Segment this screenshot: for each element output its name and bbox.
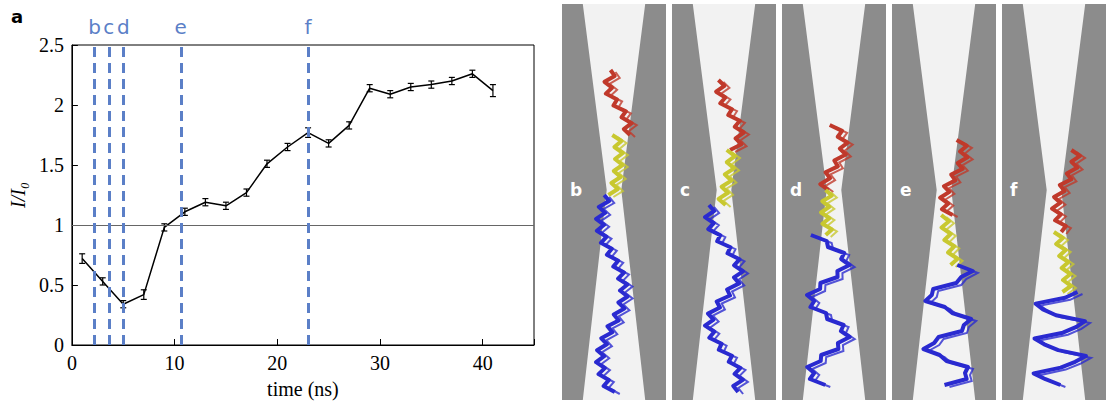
svg-text:20: 20 bbox=[267, 352, 287, 374]
svg-text:1.5: 1.5 bbox=[39, 154, 64, 176]
svg-text:e: e bbox=[900, 180, 912, 200]
svg-text:10: 10 bbox=[165, 352, 185, 374]
svg-text:c: c bbox=[103, 15, 114, 39]
svg-text:d: d bbox=[790, 180, 802, 200]
svg-text:40: 40 bbox=[473, 352, 493, 374]
svg-text:time (ns): time (ns) bbox=[267, 378, 339, 401]
svg-text:b: b bbox=[570, 180, 582, 200]
svg-text:2: 2 bbox=[54, 94, 64, 116]
svg-text:0: 0 bbox=[67, 352, 77, 374]
svg-text:2.5: 2.5 bbox=[39, 34, 64, 56]
svg-text:f: f bbox=[305, 15, 313, 39]
svg-text:b: b bbox=[88, 15, 101, 39]
svg-text:I/I₀: I/I₀ bbox=[7, 182, 29, 209]
svg-text:1: 1 bbox=[54, 214, 64, 236]
svg-text:f: f bbox=[1010, 180, 1018, 200]
svg-text:a: a bbox=[11, 6, 23, 27]
svg-text:0: 0 bbox=[54, 334, 64, 356]
svg-text:0.5: 0.5 bbox=[39, 274, 64, 296]
svg-text:c: c bbox=[680, 180, 690, 200]
svg-text:30: 30 bbox=[370, 352, 390, 374]
svg-text:e: e bbox=[175, 15, 187, 39]
svg-text:d: d bbox=[117, 15, 130, 39]
